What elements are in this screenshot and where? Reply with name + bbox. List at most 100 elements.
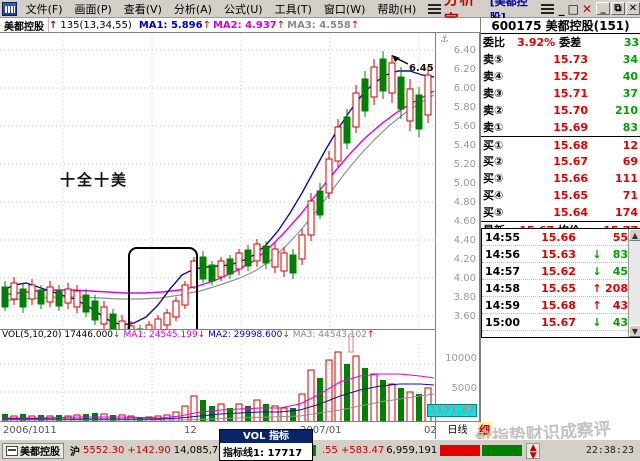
tick-price: 15.67 (541, 316, 576, 329)
bid-row-2[interactable]: 买② 15.67 69 (481, 153, 640, 170)
vol-ma3: MA3: 44543.102 (292, 330, 367, 340)
hamburger-icon[interactable] (428, 2, 441, 16)
date-tick-4: 02 (424, 425, 437, 436)
price-tick-11: 4.20 (453, 254, 476, 265)
bid-qty-1: 12 (622, 138, 638, 152)
ask-qty-3: 37 (622, 87, 638, 100)
status-bar-red-2 (440, 445, 481, 456)
bid-price-4: 15.65 (553, 189, 588, 202)
ask-row-2[interactable]: 卖② 15.70 210 (481, 102, 640, 119)
ask-label-2: 卖② (483, 104, 504, 117)
maximize-icon[interactable]: □ (567, 1, 579, 16)
close-icon[interactable]: ✕ (581, 1, 592, 16)
price-chart-svg (0, 33, 436, 329)
date-tick-3: 2007/01 (300, 425, 342, 436)
tick-direction-icon: ↑ (592, 299, 602, 312)
menu-file[interactable]: 文件(F) (25, 2, 63, 16)
tick-direction-icon: ↓ (592, 316, 602, 329)
minimize-icon[interactable]: _ (558, 1, 565, 16)
ask-row-5[interactable]: 卖⑤ 15.73 34 (481, 51, 640, 68)
vol-value-tick-icon: ↓ (113, 330, 121, 340)
price-chart-pane[interactable]: 十全十美 ←3.45 6.45 (0, 33, 436, 358)
vol-ma2-tick-icon: ↓ (282, 330, 290, 340)
indicator-tooltip: VOL 指标 指标线1: 17717 (219, 429, 313, 461)
tick-price: 15.66 (541, 231, 576, 244)
tick-volume: 83 (612, 248, 628, 261)
tick-row: 14:55 15.66 55 (482, 229, 640, 246)
vol-ma1-tick-icon: ↓ (197, 330, 206, 340)
axis-anchor-icon[interactable]: ⚓ (440, 34, 449, 45)
bid-label-3: 买③ (483, 172, 504, 185)
status-clock: 22:38:23 (585, 445, 634, 456)
bid-qty-3: 111 (615, 172, 638, 185)
bid-price-2: 15.67 (553, 155, 588, 168)
scroll-down-icon[interactable]: ▼ (629, 325, 640, 337)
info-trend-arrow-icon: ↑ (49, 19, 58, 31)
date-tick-2: 12 (184, 425, 197, 436)
hamburger-icon-2[interactable] (541, 2, 554, 16)
status-index-label: 沪 (70, 447, 80, 458)
tick-row: 14:59 15.68 ↑ 43 (482, 297, 640, 314)
doc-restore-icon[interactable]: ⧉ (611, 2, 625, 15)
info-stock-name: 美都控股 (0, 18, 49, 32)
menu-screen[interactable]: 画面(P) (74, 2, 112, 16)
period-button[interactable]: 日线 (436, 421, 480, 439)
ask-label-5: 卖⑤ (483, 53, 504, 66)
tick-time: 14:55 (485, 231, 521, 244)
tick-price: 15.65 (541, 282, 576, 295)
bid-row-5[interactable]: 买⑤ 15.64 174 (481, 204, 640, 221)
menu-formula[interactable]: 公式(U) (223, 2, 263, 16)
tick-volume: 45 (612, 265, 628, 278)
price-tick-14: 3.60 (453, 311, 476, 322)
info-ma1: MA1: 5.896 (138, 19, 203, 31)
doc-minimize-icon[interactable]: _ (596, 2, 610, 15)
ask-row-1[interactable]: 卖① 15.69 83 (481, 119, 640, 136)
tick-list[interactable]: 14:55 15.66 55 14:56 15.63 ↓ 83 14:57 15… (481, 228, 640, 338)
ask-row-4[interactable]: 卖④ 15.72 40 (481, 68, 640, 85)
ask-qty-2: 210 (615, 104, 638, 117)
tick-price: 15.68 (541, 299, 576, 312)
bid-row-1[interactable]: 买① 15.68 12 (481, 136, 640, 153)
bid-row-4[interactable]: 买④ 15.65 71 (481, 187, 640, 204)
ask-price-3: 15.71 (553, 87, 588, 100)
menu-analysis[interactable]: 分析(A) (173, 2, 212, 16)
commission-diff-label: 委差 (559, 36, 582, 49)
menu-window[interactable]: 窗口(W) (323, 2, 366, 16)
alarm-icon[interactable]: ▲ ▼ (526, 442, 541, 460)
ask-price-5: 15.73 (553, 53, 588, 66)
ask-label-3: 卖③ (483, 87, 504, 100)
price-tick-5: 5.40 (453, 140, 476, 151)
doc-close-icon[interactable]: ✕ (626, 2, 640, 15)
ask-price-2: 15.70 (553, 104, 588, 117)
status-stock-button[interactable]: 美都控股 (2, 442, 64, 459)
ask-label-4: 卖④ (483, 70, 504, 83)
tick-volume: 43 (612, 316, 628, 329)
bid-row-3[interactable]: 买③ 15.66 111 (481, 170, 640, 187)
scroll-up-icon[interactable]: ▲ (629, 229, 640, 241)
ask-qty-1: 83 (622, 121, 638, 134)
document-controls: _ ⧉ ✕ (596, 2, 640, 15)
menu-tools[interactable]: 工具(T) (274, 2, 312, 16)
vol-value: 17446.000 (64, 330, 114, 340)
vol-ma1: MA1: 24545.199 (123, 330, 198, 340)
vol-ma2: MA2: 29998.600 (208, 330, 283, 340)
tick-price: 15.62 (541, 265, 576, 278)
ask-row-3[interactable]: 卖③ 15.71 37 (481, 85, 640, 102)
tick-list-scrollbar[interactable]: ▲ ▼ (628, 229, 640, 337)
menu-help[interactable]: 帮助(H) (377, 2, 417, 16)
status-bar: 美都控股 沪 5552.30 +142.90 14,085,793 .55 +5… (0, 439, 640, 461)
status-index-value: 5552.30 (83, 445, 125, 456)
price-tick-9: 4.60 (453, 216, 476, 227)
status-stock-name: 美都控股 (20, 447, 60, 458)
tick-time: 14:57 (485, 265, 521, 278)
volume-chart-pane[interactable]: VOL(5,10,20) 17446.000↓ MA1: 24545.199↓ … (0, 329, 436, 422)
chart-high-label: 6.45 (409, 63, 434, 74)
menu-view[interactable]: 查看(V) (123, 2, 162, 16)
bid-price-3: 15.66 (553, 172, 588, 185)
date-tick-1: 11 (44, 425, 57, 436)
chart-annotation-title: 十全十美 (60, 171, 129, 189)
tick-price: 15.63 (541, 248, 576, 261)
tick-volume: 55 (612, 231, 628, 244)
status-index-change: +142.90 (127, 445, 171, 456)
